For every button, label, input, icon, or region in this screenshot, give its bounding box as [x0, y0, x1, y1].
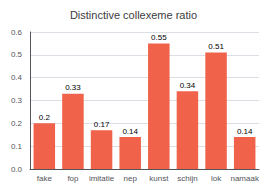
svg-text:imitatie: imitatie — [89, 174, 115, 183]
svg-text:0.14: 0.14 — [122, 127, 138, 136]
svg-text:0.0: 0.0 — [11, 165, 23, 174]
svg-text:0.1: 0.1 — [11, 142, 23, 151]
svg-text:schijn: schijn — [177, 174, 197, 183]
svg-text:kunst: kunst — [149, 174, 169, 183]
svg-text:fake: fake — [37, 174, 53, 183]
svg-text:0.4: 0.4 — [11, 73, 23, 82]
svg-text:0.55: 0.55 — [151, 33, 167, 42]
svg-text:0.14: 0.14 — [237, 127, 253, 136]
svg-text:0.2: 0.2 — [11, 119, 23, 128]
svg-text:0.34: 0.34 — [180, 81, 196, 90]
svg-text:0.2: 0.2 — [39, 113, 51, 122]
svg-text:0.6: 0.6 — [11, 28, 23, 37]
svg-text:0.51: 0.51 — [208, 42, 224, 51]
svg-text:nep: nep — [124, 174, 138, 183]
svg-text:namaak: namaak — [230, 174, 259, 183]
svg-text:Distinctive collexeme ratio: Distinctive collexeme ratio — [70, 9, 197, 21]
svg-text:0.5: 0.5 — [11, 50, 23, 59]
svg-text:0.3: 0.3 — [11, 96, 23, 105]
svg-text:0.33: 0.33 — [65, 83, 81, 92]
svg-text:fop: fop — [67, 174, 79, 183]
svg-text:lok: lok — [211, 174, 222, 183]
svg-text:0.17: 0.17 — [94, 120, 110, 129]
